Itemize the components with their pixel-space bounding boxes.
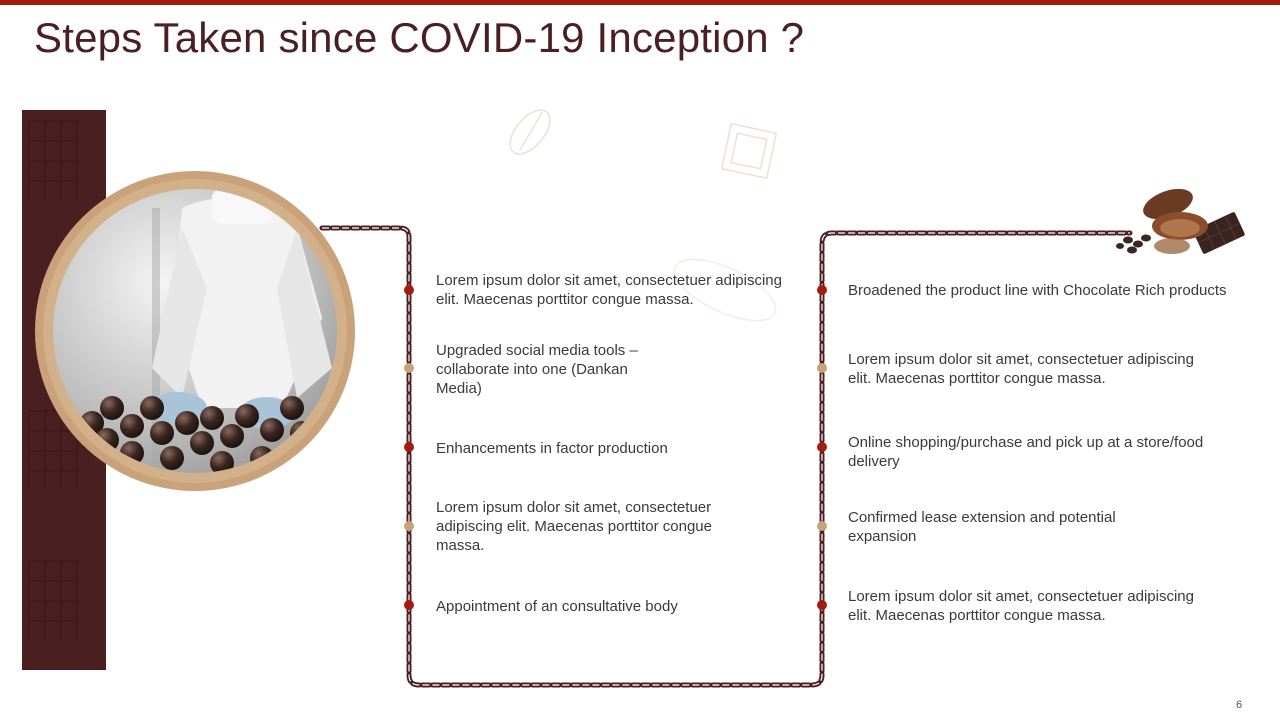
list-item: Confirmed lease extension and potential … — [848, 509, 1116, 545]
timeline-dot — [404, 521, 414, 531]
list-item: Online shopping/purchase and pick up at … — [848, 434, 1204, 470]
timeline-dot — [404, 363, 414, 373]
list-item: Appointment of an consultative body — [436, 598, 678, 615]
page-title: Steps Taken since COVID-19 Inception ? — [34, 14, 805, 61]
list-item: Upgraded social media tools – collaborat… — [436, 342, 638, 397]
chocolate-tile-pattern — [28, 560, 78, 640]
timeline-dot — [817, 600, 827, 610]
list-item: Enhancements in factor production — [436, 440, 668, 457]
top-accent-bar — [0, 0, 1280, 5]
list-item: Lorem ipsum dolor sit amet, consectetuer… — [436, 272, 782, 308]
list-item: Lorem ipsum dolor sit amet, consectetuer… — [848, 588, 1194, 624]
list-item: Lorem ipsum dolor sit amet, consectetuer… — [436, 499, 712, 554]
timeline-dot — [404, 442, 414, 452]
timeline-dot — [817, 442, 827, 452]
chocolate-factory-photo-icon — [35, 171, 355, 491]
page-number: 6 — [1236, 699, 1243, 711]
chocolate-tile-pattern — [28, 120, 78, 200]
timeline-dot — [404, 600, 414, 610]
cocoa-beans-chocolate-icon — [1116, 188, 1245, 254]
list-item: Lorem ipsum dolor sit amet, consectetuer… — [848, 351, 1194, 387]
timeline-dot — [817, 285, 827, 295]
list-item: Broadened the product line with Chocolat… — [848, 282, 1227, 299]
timeline-dot — [817, 363, 827, 373]
timeline-dot — [404, 285, 414, 295]
factory-photo — [32, 168, 358, 494]
timeline-dot — [817, 521, 827, 531]
